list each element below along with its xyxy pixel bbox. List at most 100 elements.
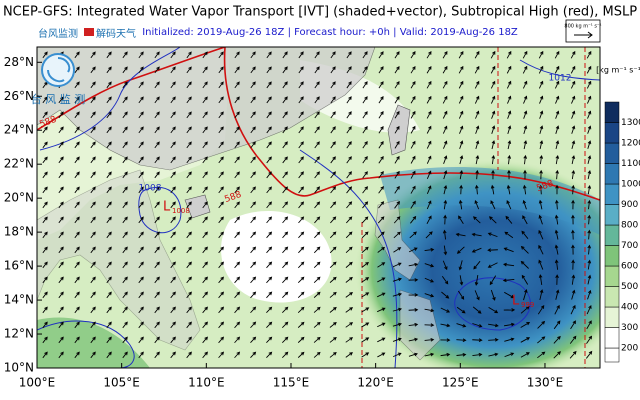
- wind-vector: [138, 126, 144, 134]
- wind-vector: [426, 140, 432, 149]
- wind-vector: [314, 81, 320, 89]
- wind-vector: [553, 320, 561, 330]
- wind-vector: [250, 306, 257, 314]
- wind-vector: [329, 336, 337, 343]
- wind-vector: [58, 276, 64, 284]
- y-tick-label: 24°N: [4, 123, 34, 137]
- wind-vector: [234, 216, 240, 224]
- wind-vector: [329, 321, 337, 328]
- wind-vector: [491, 140, 496, 150]
- wind-vector: [282, 231, 289, 239]
- wind-vector: [42, 321, 48, 329]
- wind-vector: [523, 95, 528, 104]
- y-tick-label: 28°N: [4, 55, 34, 69]
- wind-vector: [74, 231, 80, 239]
- wind-vector: [106, 306, 112, 314]
- wind-vector: [392, 352, 402, 358]
- wind-vector: [218, 216, 224, 224]
- wind-vector: [297, 276, 305, 284]
- wind-vector: [538, 80, 544, 89]
- wind-vector: [314, 141, 320, 149]
- wind-vector: [329, 291, 337, 298]
- wind-vector: [554, 50, 560, 59]
- wind-vector: [410, 66, 416, 74]
- wind-vector: [458, 65, 464, 74]
- wind-vector: [250, 291, 257, 299]
- wind-vector: [586, 335, 593, 344]
- wind-vector: [408, 262, 419, 267]
- wind-vector: [538, 274, 543, 286]
- wind-vector: [138, 111, 144, 119]
- wind-vector: [90, 321, 96, 329]
- wind-vector: [570, 320, 576, 330]
- wind-vector: [472, 306, 482, 314]
- wind-vector: [587, 95, 592, 104]
- wind-vector: [106, 201, 112, 209]
- wind-vector: [154, 186, 160, 194]
- wind-vector: [170, 336, 176, 344]
- wind-vector: [571, 184, 575, 195]
- wind-vector: [587, 274, 592, 285]
- wind-vector: [394, 95, 400, 104]
- wind-vector: [170, 201, 176, 209]
- wind-vector: [234, 261, 241, 269]
- wind-vector: [122, 216, 128, 224]
- wind-vector: [58, 201, 64, 209]
- wind-vector: [154, 111, 160, 119]
- wind-vector: [138, 306, 144, 314]
- wind-vector: [58, 306, 64, 314]
- y-tick-label: 20°N: [4, 191, 34, 205]
- colorbar-tick-label: 1100: [621, 159, 640, 169]
- wind-vector: [506, 80, 512, 89]
- wind-vector: [298, 231, 305, 239]
- wind-vector: [234, 321, 241, 329]
- wind-vector: [74, 351, 80, 359]
- wind-vector: [138, 261, 144, 269]
- wind-vector: [475, 155, 480, 165]
- logo: 台风监测 解码天气 台 风 监 测: [31, 27, 136, 106]
- wind-vector: [154, 66, 160, 74]
- wind-vector: [58, 246, 64, 254]
- wind-vector: [218, 51, 224, 59]
- wind-vector: [154, 231, 160, 239]
- wind-vector: [587, 289, 592, 300]
- wind-vector: [456, 338, 467, 342]
- wind-vector: [138, 96, 144, 104]
- wind-vector: [138, 351, 144, 359]
- wind-vector: [570, 50, 576, 59]
- wind-vector: [475, 125, 480, 134]
- wind-vector: [234, 171, 240, 179]
- shading: [37, 317, 150, 368]
- wind-vector: [587, 214, 592, 225]
- wind-vector: [234, 111, 240, 119]
- wind-vector: [218, 66, 224, 74]
- wind-vector: [298, 81, 304, 89]
- wind-vector: [504, 231, 514, 239]
- wind-vector: [234, 201, 240, 209]
- wind-vector: [202, 81, 208, 89]
- wind-vector: [266, 351, 273, 359]
- y-tick-label: 14°N: [4, 293, 34, 307]
- wind-vector: [90, 141, 96, 149]
- wind-vector: [314, 96, 320, 104]
- wind-vector: [74, 81, 80, 89]
- wind-vector: [569, 335, 577, 344]
- wind-vector: [346, 156, 352, 164]
- wind-vector: [507, 169, 511, 180]
- wind-vector: [313, 351, 321, 358]
- wind-vector: [473, 260, 481, 270]
- wind-vector: [282, 216, 289, 224]
- wind-vector: [138, 201, 144, 209]
- wind-vector: [90, 291, 96, 299]
- wind-vector: [378, 201, 385, 209]
- vector-field: [42, 50, 593, 359]
- ridge-line: [361, 47, 586, 368]
- wind-vector: [170, 216, 176, 224]
- y-tick-label: 16°N: [4, 259, 34, 273]
- wind-vector: [250, 171, 256, 179]
- wind-vector: [362, 51, 368, 59]
- wind-vector: [170, 186, 176, 194]
- wind-vector: [474, 184, 479, 195]
- wind-vector: [154, 126, 160, 134]
- wind-vector: [345, 231, 353, 239]
